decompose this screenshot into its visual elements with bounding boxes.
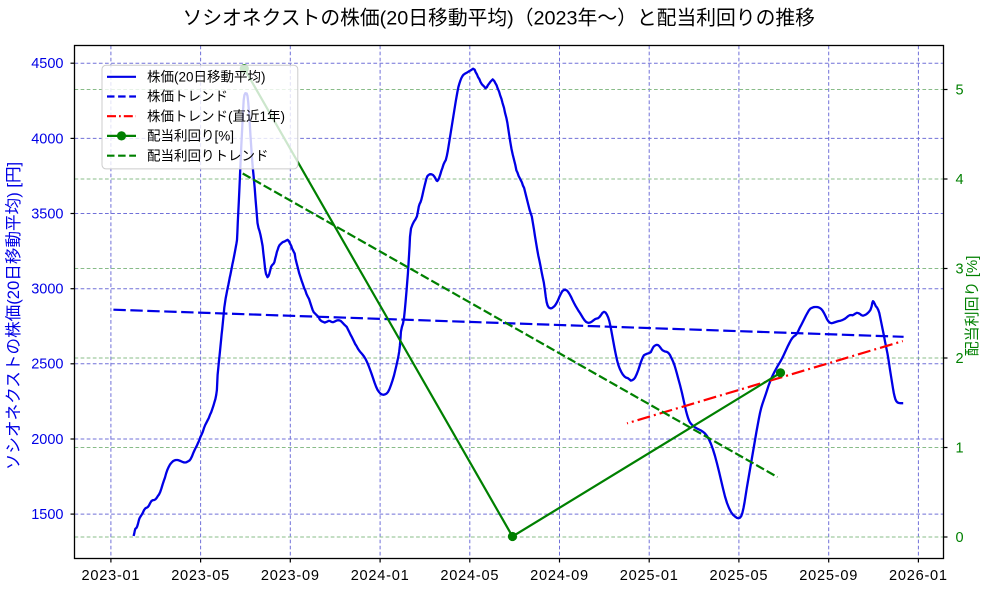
svg-text:3500: 3500 xyxy=(31,206,63,222)
svg-text:2026-01: 2026-01 xyxy=(889,568,948,584)
svg-text:3: 3 xyxy=(956,261,964,277)
svg-text:2024-01: 2024-01 xyxy=(351,568,410,584)
svg-text:3000: 3000 xyxy=(31,282,63,298)
svg-text:2000: 2000 xyxy=(31,432,63,448)
svg-text:5: 5 xyxy=(956,82,964,98)
svg-text:2025-01: 2025-01 xyxy=(620,568,679,584)
svg-text:2024-05: 2024-05 xyxy=(440,568,499,584)
svg-text:4500: 4500 xyxy=(31,56,63,72)
svg-text:2023-05: 2023-05 xyxy=(171,568,230,584)
svg-text:1: 1 xyxy=(956,440,964,456)
svg-text:0: 0 xyxy=(956,530,964,546)
svg-text:ソシオネクストの株価(20日移動平均) [円]: ソシオネクストの株価(20日移動平均) [円] xyxy=(4,162,23,470)
svg-text:配当利回り[%]: 配当利回り[%] xyxy=(147,129,234,144)
svg-text:2024-09: 2024-09 xyxy=(530,568,589,584)
svg-text:株価(20日移動平均): 株価(20日移動平均) xyxy=(147,70,266,85)
svg-text:株価トレンド: 株価トレンド xyxy=(147,89,228,104)
svg-text:1500: 1500 xyxy=(31,507,63,523)
svg-text:2023-01: 2023-01 xyxy=(81,568,140,584)
svg-text:ソシオネクストの株価(20日移動平均)（2023年～）と配当: ソシオネクストの株価(20日移動平均)（2023年～）と配当利回りの推移 xyxy=(182,8,814,30)
svg-text:2025-05: 2025-05 xyxy=(709,568,768,584)
svg-text:4: 4 xyxy=(956,172,964,188)
svg-text:2023-09: 2023-09 xyxy=(261,568,320,584)
svg-text:2: 2 xyxy=(956,351,964,367)
svg-text:4000: 4000 xyxy=(31,131,63,147)
svg-text:株価トレンド(直近1年): 株価トレンド(直近1年) xyxy=(147,109,285,124)
svg-text:配当利回りトレンド: 配当利回りトレンド xyxy=(147,148,269,163)
svg-text:配当利回り [%]: 配当利回り [%] xyxy=(964,256,981,357)
svg-text:2500: 2500 xyxy=(31,357,63,373)
svg-text:2025-09: 2025-09 xyxy=(799,568,858,584)
